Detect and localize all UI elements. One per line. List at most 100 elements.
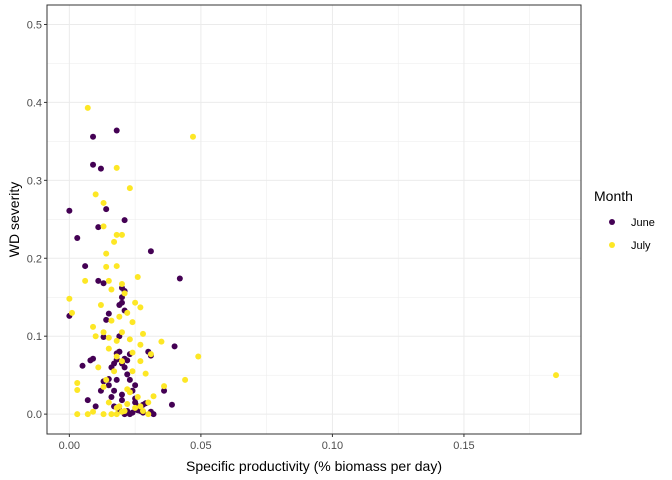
- point-july: [105, 277, 112, 284]
- point-june: [95, 224, 102, 231]
- legend-label-june: June: [631, 217, 655, 229]
- point-july: [100, 199, 107, 206]
- point-june: [90, 133, 97, 140]
- y-tick-label: 0.2: [27, 253, 42, 265]
- point-july: [113, 263, 120, 270]
- legend-title: Month: [594, 188, 633, 204]
- y-tick-label: 0.1: [27, 331, 42, 343]
- y-tick-label: 0.4: [27, 97, 42, 109]
- point-june: [66, 207, 73, 214]
- point-july: [118, 408, 125, 415]
- x-tick-label: 0.15: [453, 440, 474, 452]
- point-july: [189, 133, 196, 140]
- point-june: [95, 277, 102, 284]
- y-tick-label: 0.5: [27, 19, 42, 31]
- legend: Month June July: [594, 188, 655, 252]
- point-july: [124, 400, 131, 407]
- point-july: [129, 319, 136, 326]
- point-july: [111, 238, 118, 245]
- point-july: [137, 358, 144, 365]
- point-june: [176, 275, 183, 282]
- point-july: [113, 404, 120, 411]
- point-july: [66, 295, 73, 302]
- point-june: [118, 299, 125, 306]
- point-july: [113, 353, 120, 360]
- point-june: [161, 387, 168, 394]
- point-july: [140, 408, 147, 415]
- y-tick-label: 0.3: [27, 175, 42, 187]
- point-june: [84, 397, 91, 404]
- point-june: [116, 348, 123, 355]
- point-july: [103, 263, 110, 270]
- point-june: [90, 161, 97, 168]
- y-axis-ticks: 0.0 0.1 0.2 0.3 0.4 0.5: [27, 19, 47, 421]
- point-july: [116, 313, 123, 320]
- point-july: [105, 399, 112, 406]
- y-tick-label: 0.0: [27, 409, 42, 421]
- point-june: [105, 382, 112, 389]
- point-july: [92, 191, 99, 198]
- point-july: [108, 286, 115, 293]
- point-july: [118, 329, 125, 336]
- point-july: [113, 337, 120, 344]
- point-july: [108, 411, 115, 418]
- point-july: [145, 411, 152, 418]
- point-july: [126, 336, 133, 343]
- point-july: [95, 364, 102, 371]
- point-july: [553, 372, 560, 379]
- point-june: [118, 397, 125, 404]
- point-june: [100, 333, 107, 340]
- point-july: [100, 383, 107, 390]
- point-july: [97, 302, 104, 309]
- point-july: [118, 280, 125, 287]
- point-july: [90, 323, 97, 330]
- point-july: [140, 330, 147, 337]
- x-tick-label: 0.00: [59, 440, 80, 452]
- point-july: [74, 379, 81, 386]
- grid-major: [47, 5, 581, 434]
- point-july: [103, 250, 110, 257]
- point-july: [158, 338, 165, 345]
- point-july: [68, 309, 75, 316]
- point-july: [126, 185, 133, 192]
- point-july: [113, 231, 120, 238]
- point-june: [132, 382, 139, 389]
- point-july: [132, 404, 139, 411]
- point-june: [100, 280, 107, 287]
- point-july: [145, 399, 152, 406]
- point-june: [105, 310, 112, 317]
- data-points: [66, 104, 560, 418]
- point-july: [132, 299, 139, 306]
- point-july: [126, 389, 133, 396]
- point-june: [124, 357, 131, 364]
- x-tick-label: 0.10: [322, 440, 343, 452]
- point-july: [147, 351, 154, 358]
- legend-label-july: July: [631, 240, 651, 252]
- point-july: [103, 376, 110, 383]
- point-july: [195, 353, 202, 360]
- point-july: [108, 317, 115, 324]
- point-july: [84, 104, 91, 111]
- point-june: [171, 343, 178, 350]
- point-july: [82, 277, 89, 284]
- point-july: [105, 345, 112, 352]
- panel-border: [46, 4, 582, 435]
- point-june: [82, 263, 89, 270]
- point-july: [137, 403, 144, 410]
- point-june: [113, 376, 120, 383]
- point-june: [97, 165, 104, 172]
- point-july: [124, 309, 131, 316]
- point-july: [100, 411, 107, 418]
- point-july: [92, 333, 99, 340]
- x-axis-ticks: 0.00 0.05 0.10 0.15: [59, 434, 475, 452]
- point-june: [129, 409, 136, 416]
- point-june: [147, 248, 154, 255]
- point-july: [100, 223, 107, 230]
- point-july: [129, 368, 136, 375]
- point-june: [113, 127, 120, 134]
- point-june: [121, 217, 128, 224]
- x-axis-title: Specific productivity (% biomass per day…: [186, 458, 442, 474]
- point-july: [118, 231, 125, 238]
